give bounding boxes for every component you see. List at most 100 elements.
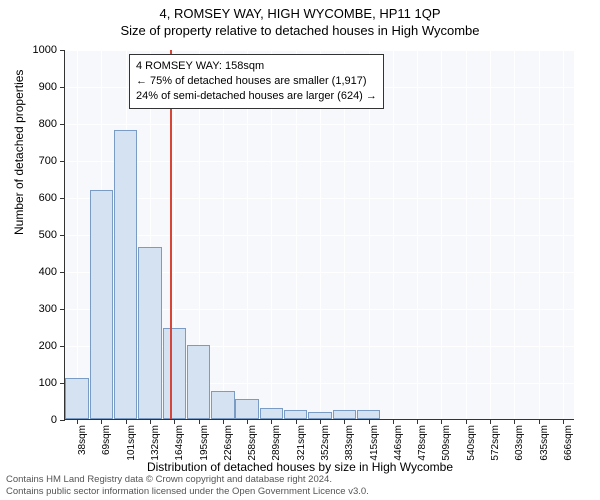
x-tick-label: 509sqm bbox=[441, 425, 452, 461]
x-tick-mark bbox=[126, 419, 127, 424]
x-tick-label: 132sqm bbox=[150, 425, 161, 461]
x-tick-mark bbox=[490, 419, 491, 424]
y-tick-label: 100 bbox=[39, 377, 57, 389]
x-tick-label: 101sqm bbox=[126, 425, 137, 461]
gridline-v bbox=[441, 50, 442, 419]
y-tick-mark bbox=[60, 420, 65, 421]
y-tick-mark bbox=[60, 346, 65, 347]
y-tick-label: 300 bbox=[39, 303, 57, 315]
histogram-bar bbox=[138, 247, 161, 419]
x-tick-mark bbox=[539, 419, 540, 424]
x-tick-label: 666sqm bbox=[563, 425, 574, 461]
x-tick-label: 383sqm bbox=[344, 425, 355, 461]
y-tick-mark bbox=[60, 272, 65, 273]
x-tick-label: 540sqm bbox=[466, 425, 477, 461]
y-tick-label: 200 bbox=[39, 340, 57, 352]
histogram-bar bbox=[308, 412, 331, 419]
page-title: 4, ROMSEY WAY, HIGH WYCOMBE, HP11 1QP bbox=[0, 0, 600, 21]
annotation-box: 4 ROMSEY WAY: 158sqm← 75% of detached ho… bbox=[129, 54, 384, 109]
y-axis-label: Number of detached properties bbox=[12, 70, 26, 235]
y-tick-mark bbox=[60, 198, 65, 199]
x-tick-mark bbox=[223, 419, 224, 424]
y-tick-mark bbox=[60, 235, 65, 236]
gridline-v bbox=[539, 50, 540, 419]
gridline-v bbox=[466, 50, 467, 419]
page-subtitle: Size of property relative to detached ho… bbox=[0, 21, 600, 38]
gridline-v bbox=[77, 50, 78, 419]
y-tick-mark bbox=[60, 383, 65, 384]
gridline-v bbox=[490, 50, 491, 419]
footer-line-2: Contains public sector information licen… bbox=[6, 486, 369, 498]
x-tick-label: 603sqm bbox=[514, 425, 525, 461]
x-tick-mark bbox=[466, 419, 467, 424]
y-tick-label: 1000 bbox=[33, 44, 57, 56]
footer-attribution: Contains HM Land Registry data © Crown c… bbox=[6, 474, 369, 498]
x-tick-label: 226sqm bbox=[223, 425, 234, 461]
histogram-bar bbox=[90, 190, 113, 419]
histogram-bar bbox=[114, 130, 137, 419]
y-tick-mark bbox=[60, 50, 65, 51]
y-tick-label: 400 bbox=[39, 266, 57, 278]
x-axis-label: Distribution of detached houses by size … bbox=[0, 460, 600, 474]
x-tick-mark bbox=[320, 419, 321, 424]
x-tick-label: 195sqm bbox=[199, 425, 210, 461]
x-tick-label: 289sqm bbox=[271, 425, 282, 461]
x-tick-mark bbox=[441, 419, 442, 424]
x-tick-label: 415sqm bbox=[369, 425, 380, 461]
chart-container: 4, ROMSEY WAY, HIGH WYCOMBE, HP11 1QP Si… bbox=[0, 0, 600, 500]
annotation-line: ← 75% of detached houses are smaller (1,… bbox=[136, 74, 377, 89]
histogram-bar bbox=[284, 410, 307, 419]
x-tick-mark bbox=[150, 419, 151, 424]
y-tick-label: 500 bbox=[39, 229, 57, 241]
x-tick-mark bbox=[344, 419, 345, 424]
histogram-bar bbox=[65, 378, 88, 419]
y-tick-label: 600 bbox=[39, 192, 57, 204]
footer-line-1: Contains HM Land Registry data © Crown c… bbox=[6, 474, 369, 486]
y-tick-label: 0 bbox=[51, 414, 57, 426]
y-tick-label: 700 bbox=[39, 155, 57, 167]
x-tick-mark bbox=[369, 419, 370, 424]
histogram-bar bbox=[163, 328, 186, 419]
y-tick-mark bbox=[60, 124, 65, 125]
x-tick-label: 164sqm bbox=[174, 425, 185, 461]
histogram-bar bbox=[333, 410, 356, 419]
y-tick-mark bbox=[60, 161, 65, 162]
gridline-v bbox=[514, 50, 515, 419]
x-tick-label: 69sqm bbox=[101, 425, 112, 455]
y-tick-mark bbox=[60, 309, 65, 310]
x-tick-label: 38sqm bbox=[77, 425, 88, 455]
x-tick-mark bbox=[174, 419, 175, 424]
plot-area: 0100200300400500600700800900100038sqm69s… bbox=[64, 50, 574, 420]
x-tick-mark bbox=[563, 419, 564, 424]
y-tick-mark bbox=[60, 87, 65, 88]
x-tick-label: 635sqm bbox=[539, 425, 550, 461]
x-tick-mark bbox=[296, 419, 297, 424]
histogram-bar bbox=[235, 399, 258, 419]
x-tick-mark bbox=[271, 419, 272, 424]
histogram-bar bbox=[357, 410, 380, 419]
chart-region: 0100200300400500600700800900100038sqm69s… bbox=[64, 50, 574, 420]
x-tick-label: 352sqm bbox=[320, 425, 331, 461]
y-tick-label: 900 bbox=[39, 81, 57, 93]
x-tick-label: 478sqm bbox=[417, 425, 428, 461]
gridline-v bbox=[563, 50, 564, 419]
x-tick-mark bbox=[247, 419, 248, 424]
x-tick-mark bbox=[199, 419, 200, 424]
x-tick-mark bbox=[514, 419, 515, 424]
x-tick-label: 572sqm bbox=[490, 425, 501, 461]
x-tick-mark bbox=[393, 419, 394, 424]
y-tick-label: 800 bbox=[39, 118, 57, 130]
x-tick-mark bbox=[101, 419, 102, 424]
gridline-v bbox=[393, 50, 394, 419]
histogram-bar bbox=[260, 408, 283, 419]
annotation-line: 24% of semi-detached houses are larger (… bbox=[136, 89, 377, 104]
x-tick-mark bbox=[417, 419, 418, 424]
x-tick-label: 321sqm bbox=[296, 425, 307, 461]
histogram-bar bbox=[187, 345, 210, 419]
x-tick-label: 258sqm bbox=[247, 425, 258, 461]
gridline-v bbox=[417, 50, 418, 419]
x-tick-mark bbox=[77, 419, 78, 424]
annotation-line: 4 ROMSEY WAY: 158sqm bbox=[136, 59, 377, 74]
x-tick-label: 446sqm bbox=[393, 425, 404, 461]
histogram-bar bbox=[211, 391, 234, 419]
